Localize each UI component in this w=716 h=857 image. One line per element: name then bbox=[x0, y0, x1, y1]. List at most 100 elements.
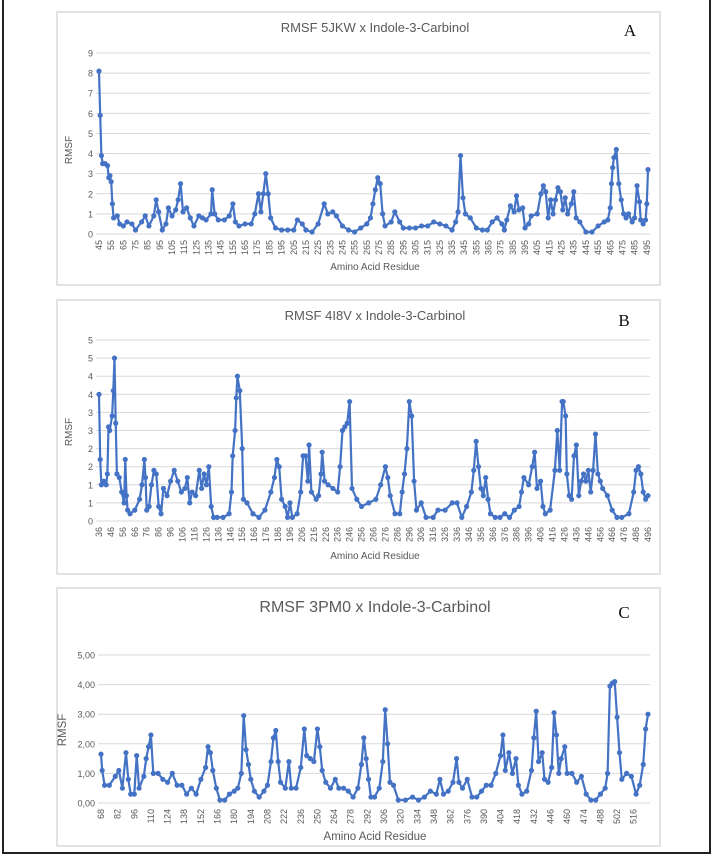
y-tick-label: 0,00 bbox=[77, 799, 95, 809]
x-tick-label: 175 bbox=[252, 240, 262, 255]
x-tick-label: 292 bbox=[362, 809, 372, 824]
data-point bbox=[124, 219, 130, 225]
data-point bbox=[487, 511, 494, 517]
data-point bbox=[293, 785, 299, 791]
data-point bbox=[382, 223, 388, 229]
x-tick-label: 405 bbox=[532, 240, 542, 255]
y-tick-label: 2 bbox=[88, 189, 93, 199]
x-tick-label: 205 bbox=[289, 240, 299, 255]
data-point bbox=[557, 467, 563, 473]
data-point bbox=[548, 197, 554, 203]
x-tick-label: 235 bbox=[325, 240, 335, 255]
data-point bbox=[131, 791, 137, 797]
x-tick-label: 106 bbox=[178, 527, 188, 542]
data-point bbox=[193, 493, 199, 499]
data-point bbox=[306, 442, 312, 448]
data-point bbox=[275, 758, 281, 765]
data-point bbox=[533, 708, 539, 714]
data-point bbox=[165, 205, 171, 211]
data-point bbox=[638, 217, 644, 223]
data-point bbox=[460, 195, 466, 201]
data-point bbox=[392, 511, 398, 517]
data-point bbox=[210, 767, 216, 774]
data-point bbox=[577, 219, 583, 225]
data-point bbox=[188, 785, 194, 791]
data-point bbox=[457, 152, 464, 159]
y-tick-label: 4 bbox=[88, 372, 93, 382]
data-point bbox=[232, 427, 238, 434]
x-tick-label: 196 bbox=[285, 527, 295, 542]
data-point bbox=[256, 514, 262, 520]
y-tick-label: 9 bbox=[88, 49, 93, 59]
data-point bbox=[354, 496, 360, 502]
data-point bbox=[479, 227, 486, 233]
data-point bbox=[453, 219, 459, 225]
x-tick-label: 156 bbox=[237, 527, 247, 542]
x-tick-label: 165 bbox=[240, 240, 250, 255]
data-point bbox=[522, 225, 528, 231]
x-tick-label: 255 bbox=[350, 240, 360, 255]
data-point bbox=[241, 713, 247, 719]
data-point bbox=[156, 209, 162, 215]
x-tick-label: 475 bbox=[617, 240, 627, 255]
data-point bbox=[330, 485, 336, 492]
data-point bbox=[248, 776, 254, 782]
x-tick-label: 466 bbox=[607, 527, 617, 542]
data-point bbox=[205, 744, 211, 750]
data-point bbox=[636, 199, 643, 205]
x-tick-label: 516 bbox=[629, 809, 639, 824]
data-point bbox=[614, 514, 620, 520]
y-tick-label: 2,00 bbox=[77, 739, 95, 749]
x-tick-label: 396 bbox=[524, 527, 534, 542]
data-point bbox=[294, 511, 300, 517]
y-tick-label: 1,00 bbox=[77, 769, 95, 779]
data-point bbox=[404, 446, 410, 452]
data-point bbox=[406, 225, 413, 231]
data-point bbox=[547, 507, 553, 513]
data-point bbox=[242, 221, 248, 227]
data-point bbox=[471, 467, 477, 473]
data-point bbox=[365, 776, 372, 782]
data-point bbox=[375, 175, 381, 181]
data-point bbox=[593, 797, 599, 803]
data-point bbox=[524, 788, 530, 794]
data-point bbox=[632, 215, 638, 221]
x-tick-label: 495 bbox=[642, 240, 652, 255]
data-point bbox=[611, 154, 617, 161]
data-point bbox=[234, 373, 241, 379]
data-point bbox=[128, 791, 134, 797]
data-point bbox=[201, 471, 207, 477]
data-point bbox=[230, 453, 236, 459]
data-point bbox=[148, 732, 154, 738]
data-point bbox=[193, 791, 199, 797]
x-tick-label: 348 bbox=[429, 809, 439, 824]
x-tick-label: 366 bbox=[488, 527, 498, 542]
data-point bbox=[160, 776, 166, 782]
data-point bbox=[418, 500, 424, 506]
data-point bbox=[542, 511, 548, 517]
data-point bbox=[633, 791, 639, 797]
data-point bbox=[288, 785, 294, 791]
x-tick-label: 55 bbox=[106, 240, 116, 250]
data-point bbox=[492, 514, 498, 520]
x-tick-label: 206 bbox=[297, 527, 307, 542]
x-tick-label: 180 bbox=[229, 809, 239, 824]
data-point bbox=[308, 489, 315, 495]
x-tick-label: 404 bbox=[496, 809, 506, 824]
data-point bbox=[409, 413, 415, 419]
x-tick-label: 320 bbox=[396, 809, 406, 824]
data-point bbox=[120, 223, 126, 229]
data-point bbox=[473, 225, 479, 231]
data-point bbox=[555, 185, 561, 191]
data-point bbox=[562, 195, 568, 201]
x-tick-label: 345 bbox=[459, 240, 469, 255]
data-point bbox=[311, 758, 317, 765]
data-point bbox=[454, 500, 460, 506]
data-point bbox=[616, 181, 622, 187]
data-point bbox=[597, 478, 603, 484]
data-point bbox=[355, 785, 361, 791]
data-point bbox=[545, 215, 551, 221]
data-point bbox=[187, 215, 193, 221]
y-tick-label: 5 bbox=[88, 354, 93, 364]
x-tick-label: 186 bbox=[273, 527, 283, 542]
